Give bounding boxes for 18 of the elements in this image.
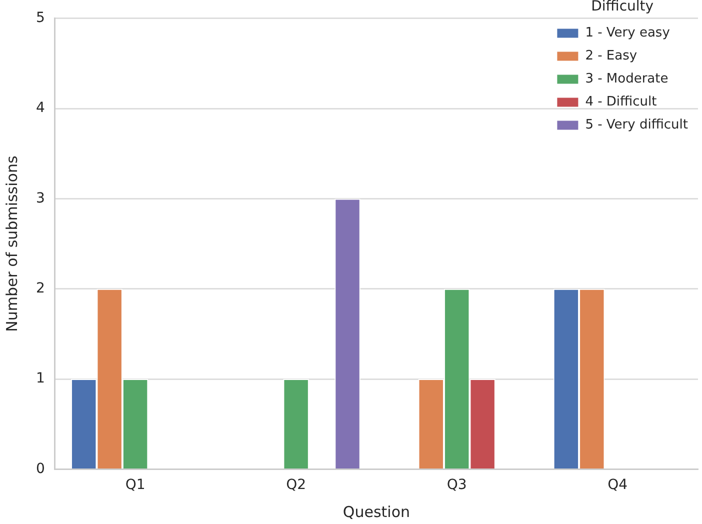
legend-label: 1 - Very easy [585, 26, 670, 41]
legend-title: Difficulty [591, 0, 654, 15]
y-tick-label: 0 [36, 460, 45, 477]
y-tick-label: 5 [36, 10, 45, 26]
legend-label: 4 - Difficult [585, 94, 657, 110]
x-axis-title: Question [342, 502, 410, 521]
x-tick-label: Q1 [125, 477, 146, 494]
y-tick-label: 1 [36, 370, 45, 387]
legend-label: 3 - Moderate [585, 72, 668, 87]
x-tick-label: Q2 [286, 477, 306, 494]
legend-label: 2 - Easy [585, 48, 638, 64]
legend-label: 5 - Very difficult [585, 118, 688, 133]
y-tick-label: 3 [36, 190, 45, 206]
y-axis-title: Number of submissions [2, 156, 21, 332]
y-tick-label: 4 [36, 100, 45, 116]
y-tick-label: 2 [36, 280, 45, 297]
x-tick-label: Q4 [608, 477, 628, 494]
x-tick-label: Q3 [446, 477, 467, 494]
